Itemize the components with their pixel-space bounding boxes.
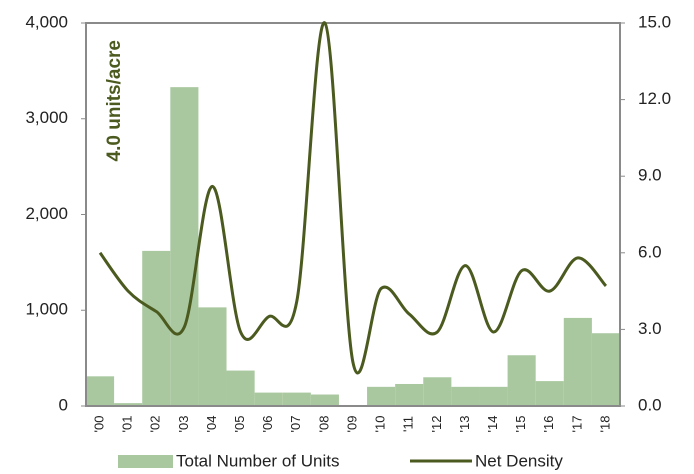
x-tick-label: '08 [316,416,331,433]
annotation: 4.0 units/acre [104,40,125,161]
y2-tick-label: 0.0 [638,395,662,414]
bar [367,386,396,406]
bar [310,394,339,406]
bar [254,392,283,406]
bar [479,386,508,406]
bar [170,87,199,406]
bar [451,386,480,406]
x-tick-label: '01 [120,416,135,433]
bar [198,307,227,406]
x-tick-label: '09 [344,416,359,433]
y-tick-label: 2,000 [25,204,68,223]
bar [282,392,311,406]
y2-tick-label: 9.0 [638,166,662,185]
legend-swatch [118,455,173,468]
bar [395,383,424,406]
bar [114,403,143,406]
legend-label: Net Density [475,451,563,470]
bar [563,317,592,406]
x-tick-label: '05 [232,416,247,433]
y2-tick-label: 15.0 [638,12,671,31]
x-tick-label: '00 [91,416,106,433]
bar [142,250,171,406]
x-tick-label: '14 [485,416,500,433]
x-tick-label: '12 [429,416,444,433]
legend-label: Total Number of Units [176,451,339,470]
x-tick-label: '02 [148,416,163,433]
x-tick-label: '15 [513,416,528,433]
y2-tick-label: 6.0 [638,242,662,261]
y-tick-label: 3,000 [25,108,68,127]
y2-tick-label: 3.0 [638,319,662,338]
x-tick-label: '10 [373,416,388,433]
x-tick-label: '11 [401,416,416,432]
x-tick-label: '03 [176,416,191,433]
y-tick-label: 4,000 [25,12,68,31]
x-tick-label: '04 [204,416,219,433]
y-tick-label: 0 [59,395,68,414]
x-tick-label: '17 [569,416,584,433]
x-tick-label: '18 [597,416,612,433]
x-tick-label: '13 [457,416,472,433]
x-tick-label: '16 [541,416,556,433]
bar [507,355,536,406]
x-tick-label: '07 [288,416,303,433]
x-tick-label: '06 [260,416,275,433]
bar [226,370,255,406]
bar [423,377,452,406]
bar [591,333,620,406]
bar [535,381,564,406]
y2-tick-label: 12.0 [638,89,671,108]
bar [86,376,115,406]
line [98,21,608,375]
y-tick-label: 1,000 [25,300,68,319]
